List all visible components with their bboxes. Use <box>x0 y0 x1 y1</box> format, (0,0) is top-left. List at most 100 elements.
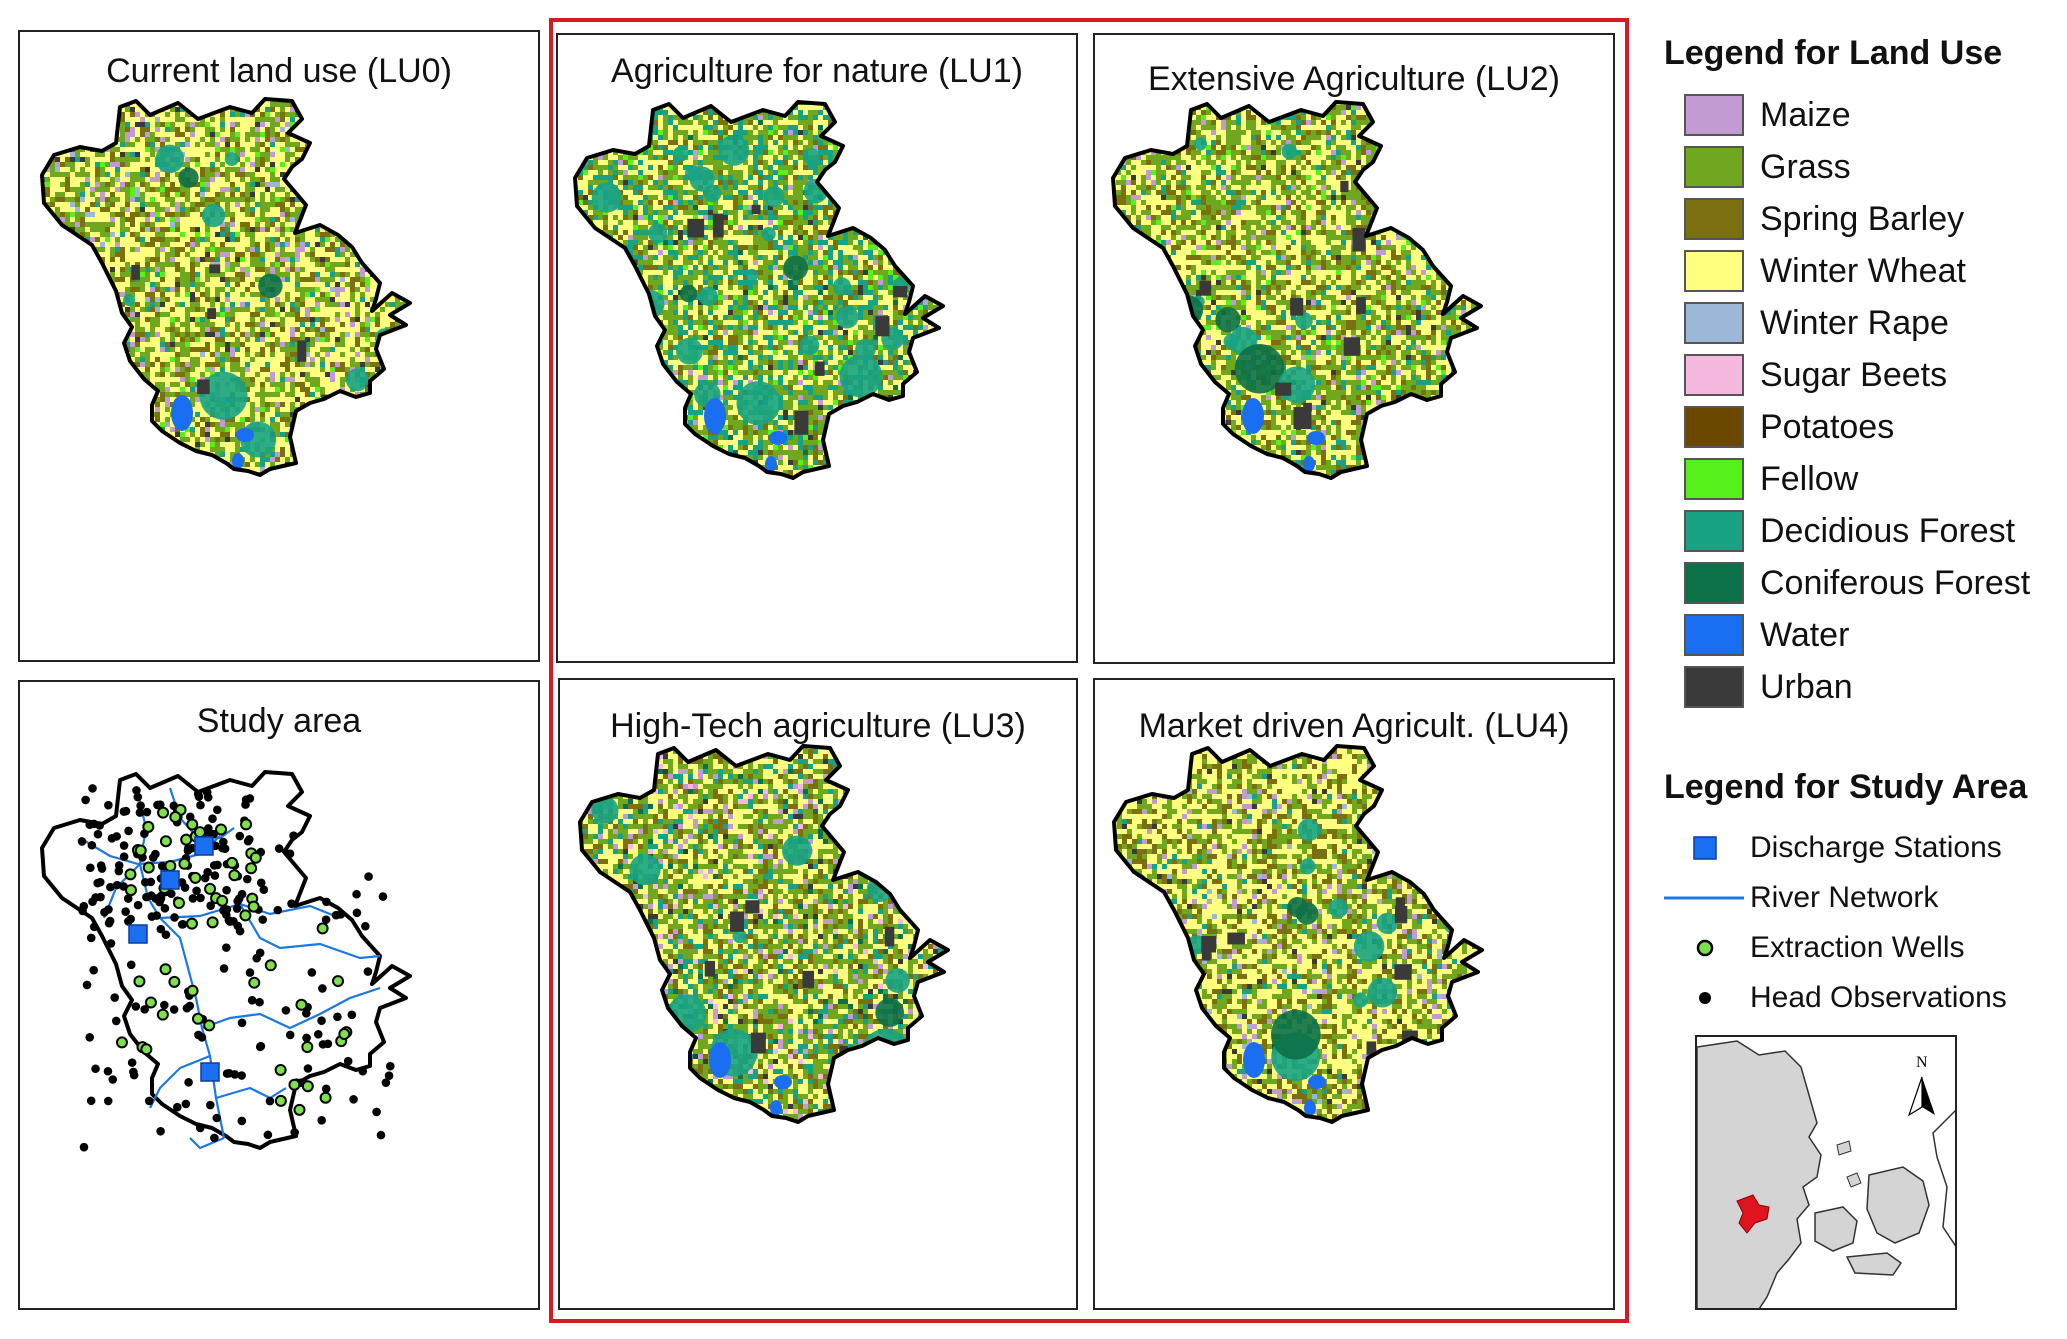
head-observation-point <box>181 1099 191 1109</box>
head-observation-point <box>352 889 361 899</box>
head-observation-point <box>361 921 370 931</box>
discharge-station-marker <box>200 1062 220 1082</box>
panel-title-study-area: Study area <box>20 702 538 741</box>
land-use-raster <box>42 99 410 475</box>
extraction-well-point <box>193 826 206 839</box>
legend-item-label: Maize <box>1760 96 1851 135</box>
head-observation-point <box>185 1001 195 1011</box>
head-observation-point <box>256 878 266 888</box>
extraction-well-point <box>301 1080 314 1093</box>
head-observation-point <box>131 1002 141 1011</box>
head-observation-point <box>95 821 104 830</box>
extraction-well-point <box>180 833 193 846</box>
head-observation-point <box>244 835 254 844</box>
river-network-line <box>215 1086 287 1100</box>
legend-item-label: Potatoes <box>1760 408 1894 447</box>
map-lu2 <box>1111 100 1483 480</box>
head-observation-point <box>210 1133 219 1143</box>
legend-swatch <box>1684 406 1744 448</box>
head-observation-point <box>222 905 232 914</box>
extraction-well-point <box>164 859 177 872</box>
extraction-well-point <box>215 823 228 836</box>
head-observation-point <box>210 871 220 880</box>
head-observation-point <box>313 1029 323 1039</box>
head-observation-point <box>237 1071 246 1080</box>
land-use-raster <box>580 746 948 1122</box>
head-observation-point <box>133 900 143 910</box>
head-observation-point <box>255 997 264 1007</box>
head-observation-point <box>180 883 190 892</box>
extraction-well-point <box>295 998 308 1011</box>
legend-item-label: River Network <box>1750 881 1938 915</box>
map-lu0 <box>40 97 412 477</box>
land-use-raster <box>1114 746 1482 1122</box>
head-observation-point <box>347 1010 357 1020</box>
head-observation-point <box>384 1071 394 1080</box>
head-observation-point <box>123 894 133 903</box>
jutland-landmass <box>1697 1040 1822 1308</box>
head-observation-point <box>274 844 284 853</box>
head-observation-point <box>188 894 198 903</box>
head-observation-point <box>222 885 231 895</box>
head-observation-point <box>302 1033 311 1043</box>
head-observation-point <box>235 926 245 936</box>
extraction-well-point <box>331 975 344 988</box>
head-observation-point <box>156 1126 165 1136</box>
head-observation-point <box>156 924 166 934</box>
head-observation-point <box>285 849 295 858</box>
head-observation-point <box>142 892 151 902</box>
extraction-well-point <box>142 820 155 833</box>
head-observation-point <box>195 1123 205 1133</box>
head-observation-point <box>245 968 255 977</box>
discharge-station-marker <box>128 924 148 944</box>
river-line-icon <box>1664 896 1744 900</box>
legend-swatch <box>1684 302 1744 344</box>
head-observation-point <box>258 915 268 924</box>
extraction-well-point <box>157 806 170 819</box>
legend-item-label: Head Observations <box>1750 981 2007 1015</box>
head-observation-point <box>194 792 204 801</box>
head-observation-point <box>85 1033 95 1042</box>
head-observation-point <box>106 882 115 892</box>
head-observation-point <box>204 827 213 837</box>
head-observation-point <box>336 910 346 919</box>
head-observation-point <box>114 861 124 870</box>
head-observation-point <box>91 1064 100 1074</box>
extraction-well-point <box>159 963 172 976</box>
head-observation-point <box>129 1070 139 1080</box>
map-lu4 <box>1112 744 1484 1124</box>
head-observation-point <box>224 1068 234 1078</box>
head-observation-point <box>112 880 122 890</box>
extraction-well-point <box>293 1103 306 1116</box>
small-island <box>1836 1140 1852 1156</box>
extraction-well-point <box>338 1028 351 1041</box>
head-observation-point <box>177 920 187 929</box>
panel-title-lu4: Market driven Agricult. (LU4) <box>1095 707 1613 746</box>
head-observation-point <box>290 1128 299 1137</box>
head-observation-point <box>358 1066 368 1076</box>
head-observation-point <box>213 860 222 870</box>
extraction-well-point <box>240 818 253 831</box>
legend-item-label: Extraction Wells <box>1750 931 1965 965</box>
head-observation-point <box>89 922 99 932</box>
head-observation-point <box>87 840 97 850</box>
head-observation-point <box>88 784 97 793</box>
extraction-well-point <box>124 884 137 897</box>
head-observation-point <box>86 1096 96 1106</box>
head-observation-point <box>160 1000 169 1010</box>
head-observation-point <box>376 1130 386 1140</box>
head-observation-point <box>96 892 105 902</box>
head-observation-point <box>133 792 143 802</box>
extraction-well-point <box>245 862 258 875</box>
head-observation-point <box>121 907 130 916</box>
head-observation-point <box>100 908 109 917</box>
head-observation-point <box>142 807 152 817</box>
inset-locator-map: N <box>1695 1035 1957 1310</box>
head-observation-point <box>222 943 231 952</box>
head-observation-point <box>219 964 229 973</box>
head-observation-point <box>206 901 215 910</box>
head-observation-point <box>147 912 157 921</box>
head-observation-point <box>105 916 115 926</box>
head-observation-point <box>79 901 89 911</box>
legend-swatch <box>1684 198 1744 240</box>
